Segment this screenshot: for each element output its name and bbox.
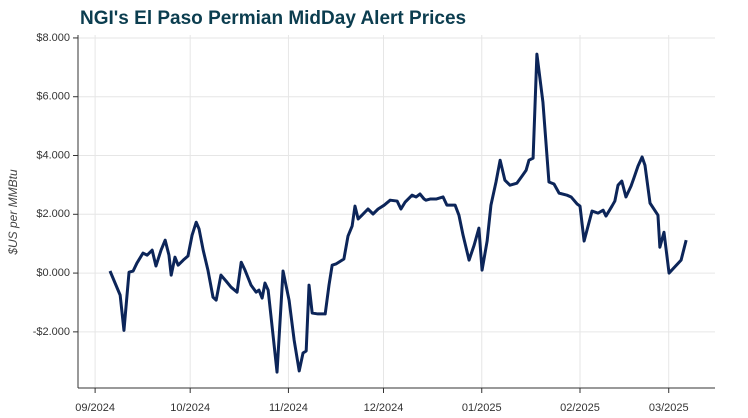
x-tick-label: 02/2025: [560, 402, 600, 414]
chart-title: NGI's El Paso Permian MidDay Alert Price…: [80, 8, 466, 29]
x-tick-label: 01/2025: [462, 402, 502, 414]
x-tick-label: 11/2024: [269, 402, 308, 414]
y-tick-label: $6.000: [36, 91, 70, 103]
y-tick-label: $2.000: [36, 208, 70, 220]
x-tick-label: 03/2025: [649, 402, 689, 414]
x-tick-label: 12/2024: [364, 402, 404, 414]
y-tick-label: $8.000: [36, 32, 70, 44]
data-line: [108, 52, 688, 374]
y-tick-label: -$2.000: [33, 326, 70, 338]
y-axis-label: $US per MMBtu: [6, 169, 20, 256]
x-tick-label: 10/2024: [170, 402, 210, 414]
x-tick-label: 09/2024: [75, 402, 115, 414]
y-tick-label: $0.000: [36, 267, 70, 279]
y-tick-label: $4.000: [36, 149, 70, 161]
